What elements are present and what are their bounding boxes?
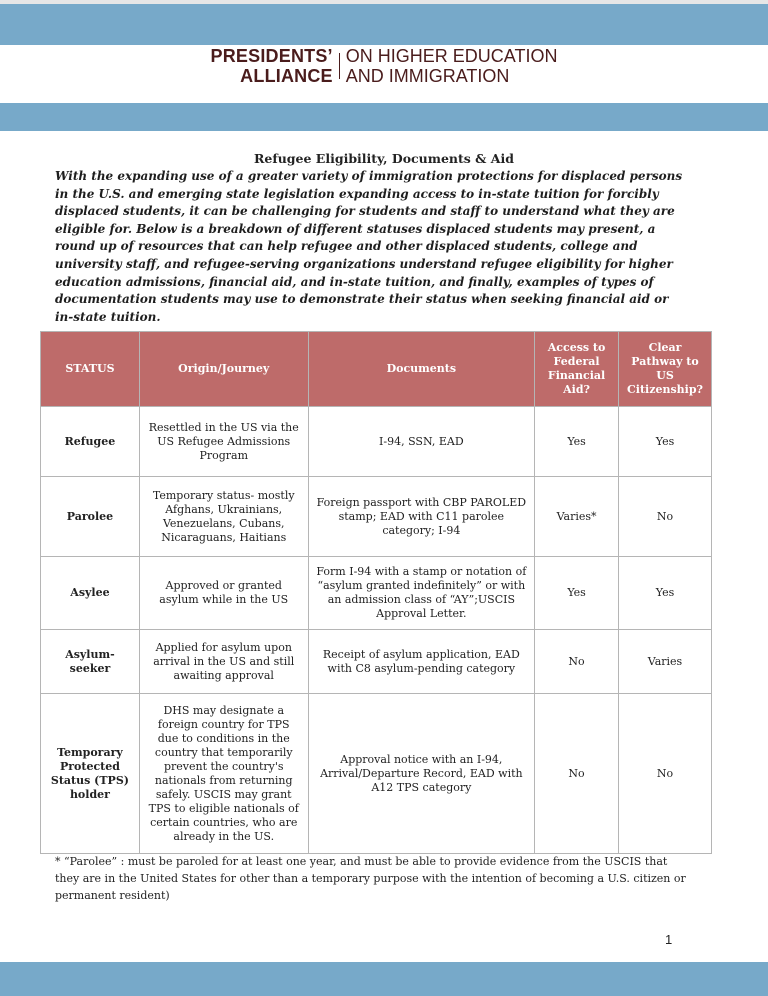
cell-citizenship: No (618, 693, 712, 854)
cell-citizenship: Yes (618, 406, 712, 477)
logo-text: ON HIGHER EDUCATION (345, 46, 558, 66)
cell-origin: Resettled in the US via the US Refugee A… (138, 406, 309, 477)
cell-financial-aid: Yes (534, 556, 620, 630)
cell-financial-aid: Yes (534, 406, 620, 477)
header-citizenship: Clear Pathway to US Citizenship? (618, 331, 712, 407)
cell-origin: Applied for asylum upon arrival in the U… (138, 629, 309, 694)
cell-citizenship: Yes (618, 556, 712, 630)
cell-documents: Form I-94 with a stamp or notation of “a… (307, 556, 536, 630)
cell-citizenship: Varies (618, 629, 712, 694)
header-status: STATUS (40, 331, 140, 407)
header-documents: Documents (307, 331, 536, 407)
page-number: 1 (665, 932, 673, 947)
cell-documents: Approval notice with an I-94, Arrival/De… (307, 693, 536, 854)
logo-text: PRESIDENTS’ (210, 46, 333, 66)
footnote: * “Parolee” : must be paroled for at lea… (55, 855, 686, 902)
cell-financial-aid: Varies* (534, 476, 620, 557)
page-title: Refugee Eligibility, Documents & Aid (254, 151, 514, 166)
logo-text: ALLIANCE (240, 66, 333, 86)
top-strip (0, 0, 768, 4)
table-row: Temporary Protected Status (TPS) holder D… (40, 693, 712, 854)
logo: PRESIDENTS’ ALLIANCE ON HIGHER EDUCATION A… (0, 46, 768, 86)
cell-citizenship: No (618, 476, 712, 557)
cell-documents: Foreign passport with CBP PAROLED stamp;… (307, 476, 536, 557)
table-row: Parolee Temporary status- mostly Afghans,… (40, 476, 712, 557)
cell-origin: Approved or granted asylum while in the … (138, 556, 309, 630)
eligibility-table: STATUS Origin/Journey Documents Access t… (40, 331, 712, 854)
cell-financial-aid: No (534, 629, 620, 694)
header-origin: Origin/Journey (138, 331, 309, 407)
cell-status: Asylum- seeker (40, 629, 140, 694)
logo-divider (338, 53, 340, 79)
bottom-banner (0, 962, 768, 996)
cell-status: Asylee (40, 556, 140, 630)
cell-documents: I-94, SSN, EAD (307, 406, 536, 477)
cell-financial-aid: No (534, 693, 620, 854)
table-row: Asylee Approved or granted asylum while i… (40, 556, 712, 630)
table-row: Asylum- seeker Applied for asylum upon ar… (40, 629, 712, 694)
cell-origin: Temporary status- mostly Afghans, Ukrain… (138, 476, 309, 557)
header-banner (0, 103, 768, 131)
cell-documents: Receipt of asylum application, EAD with … (307, 629, 536, 694)
intro-paragraph: With the expanding use of a greater vari… (55, 169, 683, 324)
header-financial-aid: Access to Federal Financial Aid? (534, 331, 620, 407)
logo-text: AND IMMIGRATION (345, 66, 510, 86)
cell-status: Parolee (40, 476, 140, 557)
cell-status: Temporary Protected Status (TPS) holder (40, 693, 140, 854)
top-banner (0, 4, 768, 45)
cell-status: Refugee (40, 406, 140, 477)
cell-origin: DHS may designate a foreign country for … (138, 693, 309, 854)
table-row: Refugee Resettled in the US via the US Re… (40, 406, 712, 477)
